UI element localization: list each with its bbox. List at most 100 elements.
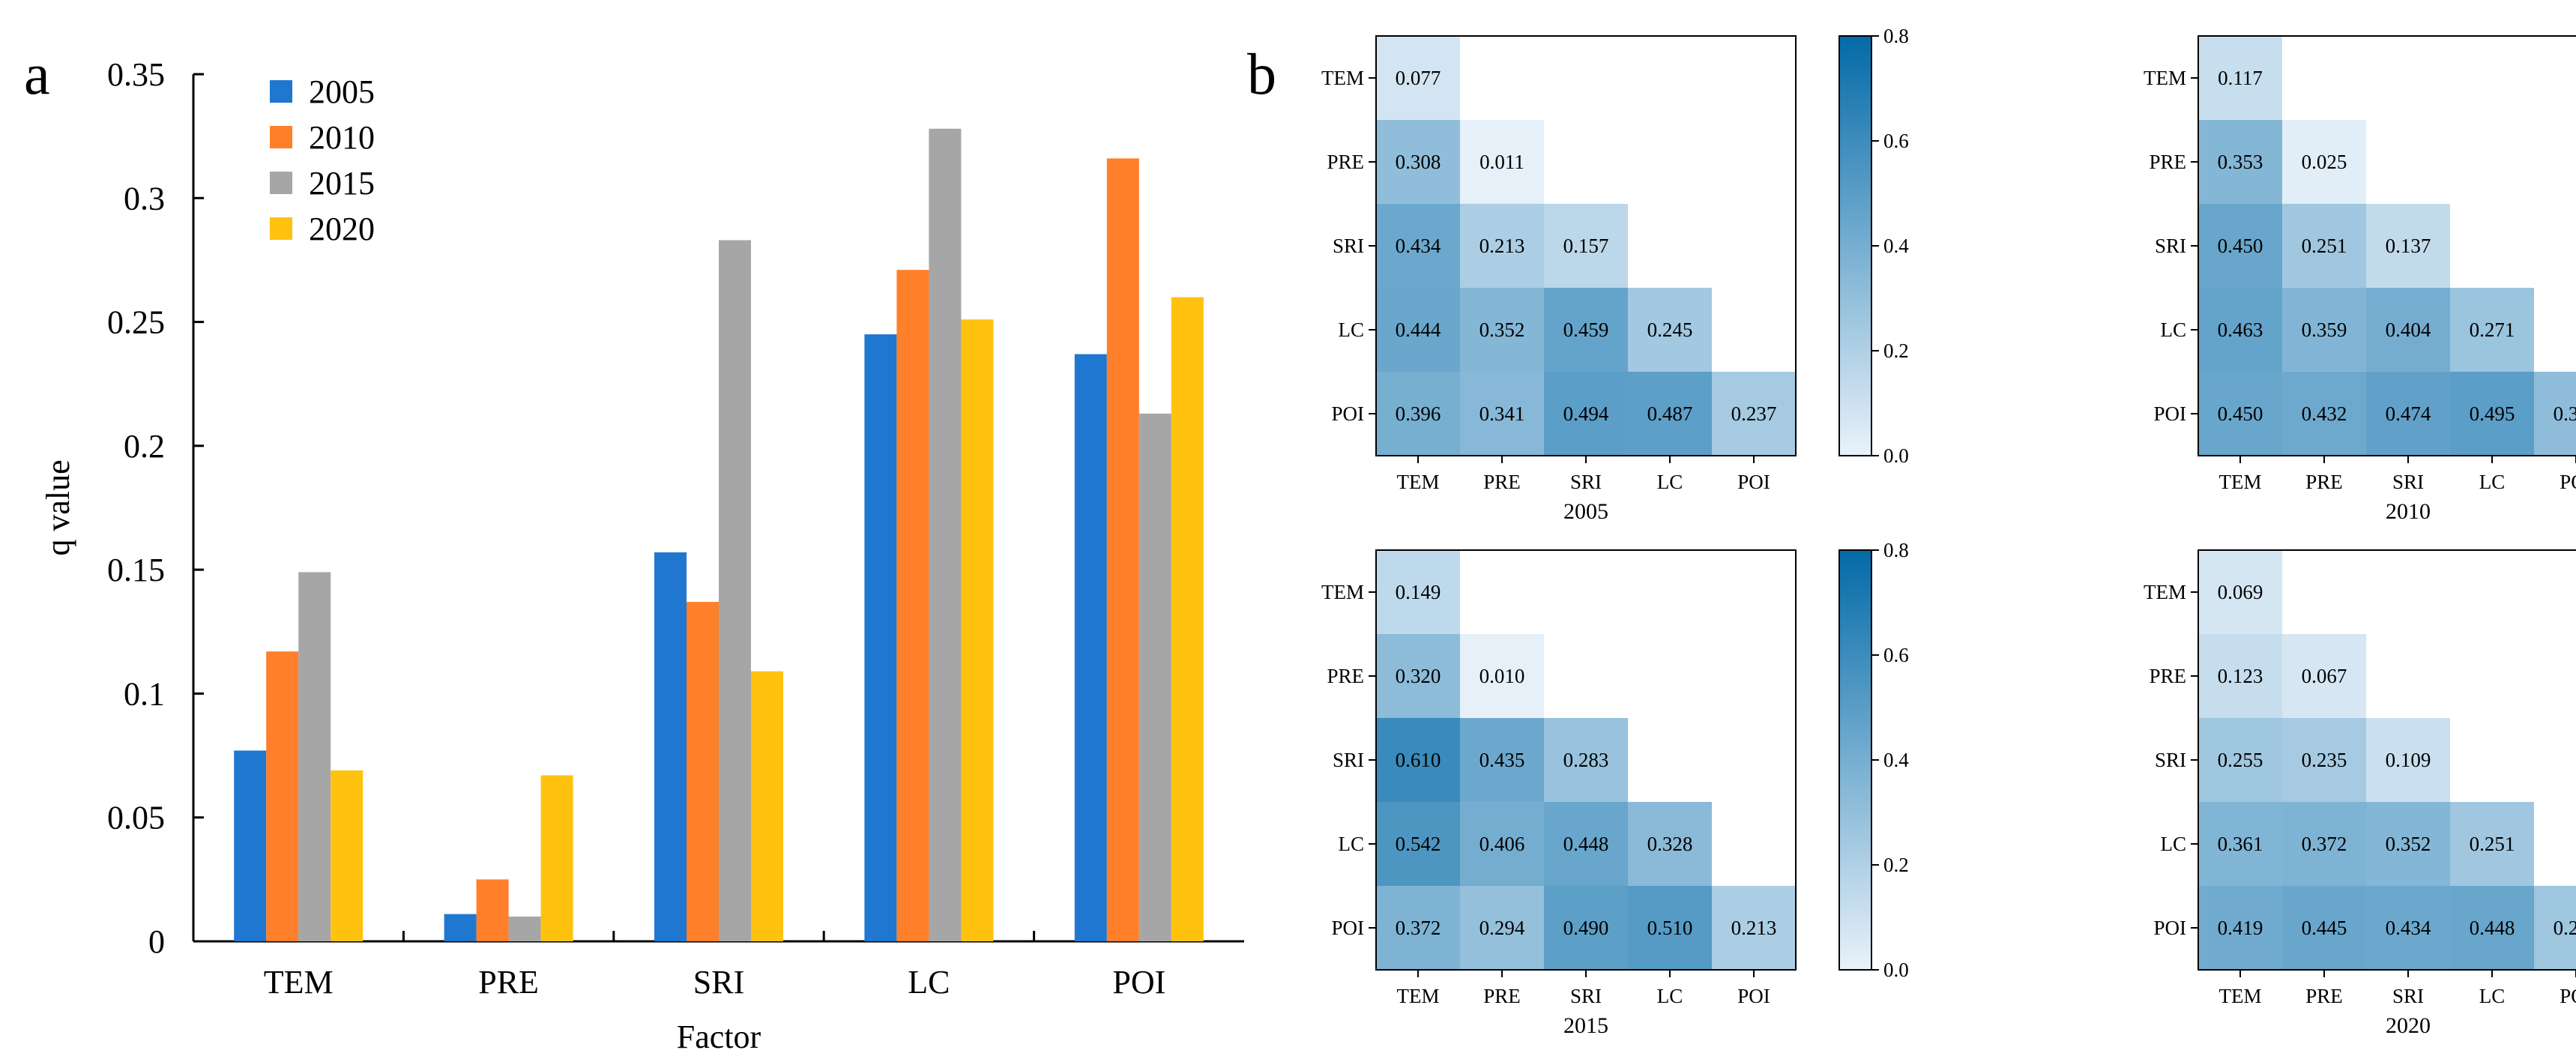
heatmap-y-tick-label: TEM [1321, 67, 1364, 89]
heatmap-cell [2450, 372, 2534, 456]
heatmap-cell-value: 0.459 [1563, 319, 1609, 341]
heatmap-cell-value: 0.308 [1396, 151, 1441, 173]
heatmap-cell-value: 0.372 [2302, 833, 2347, 855]
heatmap-cell-value: 0.294 [1479, 917, 1525, 939]
heatmap-cell [2198, 372, 2282, 456]
heatmap-cell-value: 0.237 [1731, 402, 1777, 425]
heatmap-cell [1376, 802, 1460, 886]
heatmap-cell-value: 0.352 [1479, 319, 1525, 341]
bar-2020-sri [751, 671, 783, 941]
heatmap-cell [1460, 886, 1544, 970]
heatmap-cell-value: 0.109 [2386, 749, 2431, 771]
heatmap-cell [1460, 288, 1544, 372]
legend-label-2015: 2015 [309, 165, 375, 202]
heatmap-cell-value: 0.445 [2302, 917, 2347, 939]
colorbar-tick-label: 0.4 [1883, 235, 1909, 257]
heatmap-cell-value: 0.448 [2470, 917, 2515, 939]
heatmap-cell [2198, 204, 2282, 288]
bar-2010-lc [896, 270, 929, 941]
y-axis-title: q value [40, 459, 76, 555]
heatmap-cell-value: 0.494 [1563, 402, 1609, 425]
heatmap-cell [2198, 802, 2282, 886]
heatmap-cell [1628, 886, 1712, 970]
heatmap-cell-value: 0.245 [1647, 319, 1693, 341]
heatmap-cell-value: 0.487 [1647, 402, 1693, 425]
heatmap-cell-value: 0.157 [1563, 235, 1609, 257]
heatmap-y-tick-label: SRI [2155, 749, 2186, 771]
bar-2010-sri [687, 602, 719, 941]
heatmap-cell [1376, 634, 1460, 718]
heatmap-cell [1376, 120, 1460, 204]
y-tick-label: 0.15 [107, 552, 165, 588]
heatmap-x-tick-label: PRE [2305, 471, 2343, 493]
heatmap-x-tick-label: POI [1737, 985, 1770, 1007]
heatmap-x-tick-label: SRI [1570, 471, 1602, 493]
x-tick-label: SRI [693, 964, 744, 1001]
heatmap-cell-value: 0.235 [2302, 749, 2347, 771]
heatmap-y-tick-label: TEM [2144, 67, 2186, 89]
heatmap-2010: 0.117 0.353 0.025 0.450 0.251 0.137 0.463 0.359… [2144, 35, 2576, 524]
heatmap-cell [2198, 886, 2282, 970]
heatmap-cell [2534, 886, 2576, 970]
heatmap-grid: 0.077 0.308 0.011 0.434 0.213 0.157 0.444 0.352… [1321, 25, 2576, 1038]
colorbar-tick-label: 0.8 [1883, 539, 1909, 561]
x-tick-label: POI [1112, 964, 1165, 1001]
heatmap-y-tick-label: LC [1338, 833, 1364, 855]
heatmap-cell [1376, 550, 1460, 634]
heatmap-y-tick-label: TEM [1321, 581, 1364, 603]
heatmap-cell-value: 0.067 [2302, 665, 2347, 687]
heatmap-y-tick-label: LC [1338, 319, 1364, 341]
heatmap-cell [2198, 36, 2282, 120]
heatmap-cell-value: 0.610 [1396, 749, 1441, 771]
colorbar-tick-label: 0.2 [1883, 854, 1909, 876]
legend-swatch-2015 [270, 172, 292, 194]
heatmap-cell [2450, 886, 2534, 970]
legend-swatch-2010 [270, 126, 292, 148]
heatmap-cell-value: 0.448 [1563, 833, 1609, 855]
heatmap-year-label: 2010 [2386, 499, 2431, 524]
bar-2010-poi [1106, 158, 1139, 941]
heatmap-cell-value: 0.077 [1396, 67, 1441, 89]
heatmap-y-tick-label: PRE [1327, 151, 1364, 173]
heatmap-cell-value: 0.255 [2218, 749, 2263, 771]
heatmap-cell [1712, 372, 1796, 456]
y-tick-label: 0.2 [124, 428, 165, 465]
legend-label-2010: 2010 [309, 119, 375, 156]
bar-2010-pre [476, 879, 509, 941]
y-tick-label: 0.05 [107, 800, 165, 836]
bar-2015-tem [298, 572, 331, 941]
heatmap-cell [1544, 718, 1628, 802]
heatmap-x-tick-label: TEM [2219, 985, 2262, 1007]
heatmap-x-tick-label: LC [2479, 985, 2506, 1007]
heatmap-cell [1712, 886, 1796, 970]
heatmap-y-tick-label: POI [1331, 917, 1364, 939]
colorbar-tick-label: 0.2 [1883, 340, 1909, 362]
heatmap-cell [2450, 288, 2534, 372]
heatmap-cell [2282, 634, 2366, 718]
heatmap-cell-value: 0.328 [1647, 833, 1693, 855]
heatmap-cell [1460, 204, 1544, 288]
heatmap-x-tick-label: SRI [2392, 471, 2424, 493]
heatmap-cell [1544, 372, 1628, 456]
bar-2020-poi [1171, 297, 1204, 941]
bar-2010-tem [266, 651, 299, 941]
heatmap-y-tick-label: TEM [2144, 581, 2186, 603]
colorbar [1839, 549, 1872, 971]
heatmap-cell [2366, 718, 2450, 802]
heatmap-cell [2198, 718, 2282, 802]
heatmap-cell [1544, 802, 1628, 886]
heatmap-cell-value: 0.251 [2302, 235, 2347, 257]
panel-b-label: b [1247, 41, 1276, 106]
heatmap-x-tick-label: LC [2479, 471, 2506, 493]
heatmap-cell [1376, 36, 1460, 120]
heatmap-cell-value: 0.352 [2386, 833, 2431, 855]
heatmap-cell-value: 0.361 [2218, 833, 2263, 855]
heatmap-x-tick-label: POI [2560, 985, 2576, 1007]
heatmap-x-tick-label: LC [1657, 471, 1683, 493]
colorbar-tick-label: 0.4 [1883, 749, 1909, 771]
bar-2005-tem [234, 750, 267, 941]
heatmap-cell [1376, 718, 1460, 802]
heatmap-cell-value: 0.434 [1396, 235, 1441, 257]
heatmap-cell-value: 0.434 [2386, 917, 2431, 939]
